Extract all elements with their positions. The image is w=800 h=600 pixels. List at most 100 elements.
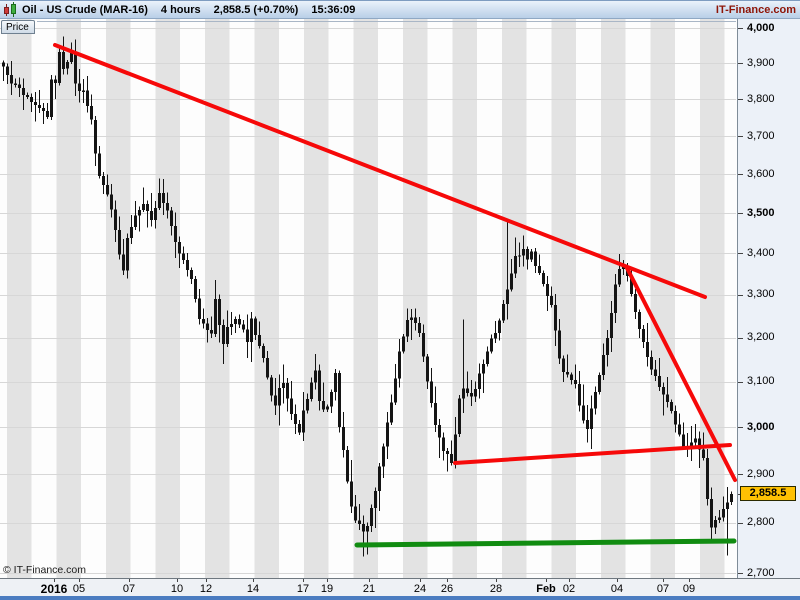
candle (282, 383, 285, 388)
price-axis-label: 3,900 (747, 57, 775, 69)
time-axis-label: Feb (536, 583, 556, 595)
price-tab[interactable]: Price (1, 20, 35, 34)
plot-area[interactable]: © IT-Finance.com (0, 19, 737, 578)
time-axis[interactable]: 2016 05 07 10 12 14 17 19 21 24 26 28 Feb 02 04 07 09 (0, 578, 800, 600)
time-axis-label: 12 (199, 583, 213, 595)
candle (122, 254, 125, 271)
candle (546, 284, 549, 296)
price-axis-label: 4,000 (747, 22, 775, 34)
candle (634, 293, 637, 313)
time-axis-tick (253, 579, 254, 582)
candle (82, 90, 85, 92)
time-axis-tick (79, 579, 80, 582)
candle (494, 333, 497, 339)
candle (538, 266, 541, 273)
candle (574, 380, 577, 385)
candle (578, 384, 581, 406)
candle (174, 226, 177, 242)
price-axis-label: 3,200 (747, 331, 775, 343)
candle (682, 434, 685, 448)
candle (710, 499, 713, 528)
candle (294, 414, 297, 425)
candle (78, 83, 81, 91)
candle (34, 102, 37, 106)
time-axis-tick (129, 579, 130, 582)
candle (422, 333, 425, 357)
candle (314, 370, 317, 383)
candle (518, 255, 521, 257)
clock-label: 15:36:09 (311, 3, 356, 16)
trendline-rising-support-red[interactable] (453, 443, 732, 465)
candle (602, 355, 605, 375)
price-axis[interactable]: 2,858.5 4,000 3,900 3,800 3,700 3,600 3,500 3,… (737, 19, 800, 579)
candle (590, 408, 593, 429)
price-axis-label: 3,100 (747, 375, 775, 387)
candle (382, 446, 385, 467)
candle (94, 119, 97, 154)
candle (266, 358, 269, 378)
time-axis-tick (54, 579, 55, 582)
candle (570, 374, 573, 381)
time-axis-label: 07 (122, 583, 136, 595)
candle (398, 351, 401, 379)
price-axis-tick (738, 28, 743, 29)
candle (66, 62, 69, 69)
candle (662, 386, 665, 395)
price-axis-tick (738, 573, 743, 574)
candle (150, 210, 153, 220)
price-axis-label: 3,000 (747, 421, 775, 433)
candle (402, 336, 405, 352)
price-axis-tick (738, 427, 743, 428)
candle (270, 377, 273, 396)
candle (462, 388, 465, 399)
price-axis-tick (738, 295, 743, 296)
trendline-horizontal-support-green[interactable] (354, 538, 737, 548)
candle (614, 284, 617, 314)
time-axis-tick (546, 579, 547, 582)
candle (194, 278, 197, 299)
candle (554, 305, 557, 331)
price-axis-tick (738, 338, 743, 339)
candle (246, 329, 249, 342)
candle (274, 395, 277, 406)
time-axis-label: 17 (296, 583, 310, 595)
candle (726, 502, 729, 510)
time-axis-tick (206, 579, 207, 582)
candle (486, 351, 489, 365)
candle (718, 517, 721, 520)
candle (154, 208, 157, 220)
candle (534, 251, 537, 267)
candle (6, 66, 9, 75)
candle (142, 204, 145, 210)
candle (610, 313, 613, 338)
candle (442, 437, 445, 451)
price-axis-tick (738, 99, 743, 100)
candle (434, 402, 437, 425)
candle (666, 394, 669, 402)
candle (386, 422, 389, 447)
time-axis-label: 02 (562, 583, 576, 595)
candle (170, 210, 173, 227)
candle (18, 84, 21, 89)
candle (30, 97, 33, 102)
bottom-strip (0, 596, 800, 600)
instrument-title: Oil - US Crude (MAR-16) (22, 3, 148, 16)
candle (510, 273, 513, 290)
candle (650, 356, 653, 370)
candle (642, 328, 645, 342)
candle (730, 494, 733, 503)
brand-link[interactable]: IT-Finance.com (715, 3, 796, 16)
candle (2, 62, 5, 67)
candle (446, 451, 449, 455)
candle (58, 51, 61, 84)
time-axis-label: 07 (656, 583, 670, 595)
time-axis-tick (569, 579, 570, 582)
time-axis-label: 05 (72, 583, 86, 595)
candle (374, 491, 377, 508)
candle (366, 525, 369, 532)
candle (478, 373, 481, 389)
candle (106, 185, 109, 195)
trendline-falling-resistance-long[interactable] (53, 43, 707, 299)
last-price-change-label: 2,858.5 (+0.70%) (213, 3, 299, 16)
candle (350, 481, 353, 507)
